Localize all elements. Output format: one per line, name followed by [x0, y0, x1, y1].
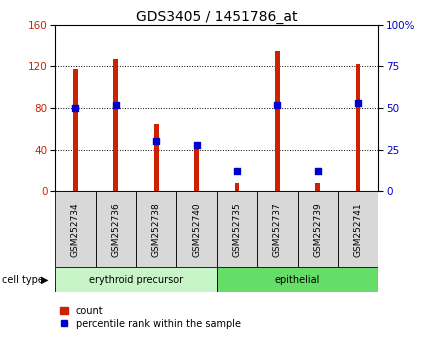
Text: GSM252738: GSM252738 [152, 202, 161, 257]
Bar [96, 191, 136, 267]
Text: GSM252734: GSM252734 [71, 202, 80, 257]
Text: erythroid precursor: erythroid precursor [89, 275, 183, 285]
Text: epithelial: epithelial [275, 275, 320, 285]
Bar [235, 183, 239, 191]
Bar [73, 69, 78, 191]
Bar [154, 124, 159, 191]
Bar [298, 191, 338, 267]
Bar [176, 191, 217, 267]
Bar [55, 191, 96, 267]
Bar [315, 183, 320, 191]
Bar [136, 191, 176, 267]
Point [314, 169, 321, 174]
Text: GSM252740: GSM252740 [192, 202, 201, 257]
Bar [275, 51, 280, 191]
Point [274, 102, 280, 108]
Bar [113, 59, 118, 191]
Bar [55, 267, 217, 292]
Text: GSM252739: GSM252739 [313, 202, 322, 257]
Text: GSM252737: GSM252737 [273, 202, 282, 257]
Point [193, 142, 200, 147]
Text: cell type: cell type [2, 275, 44, 285]
Bar [217, 267, 378, 292]
Bar [356, 64, 360, 191]
Point [72, 105, 79, 111]
Point [112, 102, 119, 108]
Text: ▶: ▶ [41, 275, 48, 285]
Point [153, 138, 159, 144]
Legend: count, percentile rank within the sample: count, percentile rank within the sample [60, 306, 241, 329]
Point [354, 100, 361, 106]
Bar [217, 191, 257, 267]
Text: GSM252741: GSM252741 [354, 202, 363, 257]
Title: GDS3405 / 1451786_at: GDS3405 / 1451786_at [136, 10, 298, 24]
Text: GSM252736: GSM252736 [111, 202, 120, 257]
Bar [338, 191, 378, 267]
Bar [257, 191, 298, 267]
Text: GSM252735: GSM252735 [232, 202, 241, 257]
Point [233, 169, 240, 174]
Bar [194, 147, 199, 191]
